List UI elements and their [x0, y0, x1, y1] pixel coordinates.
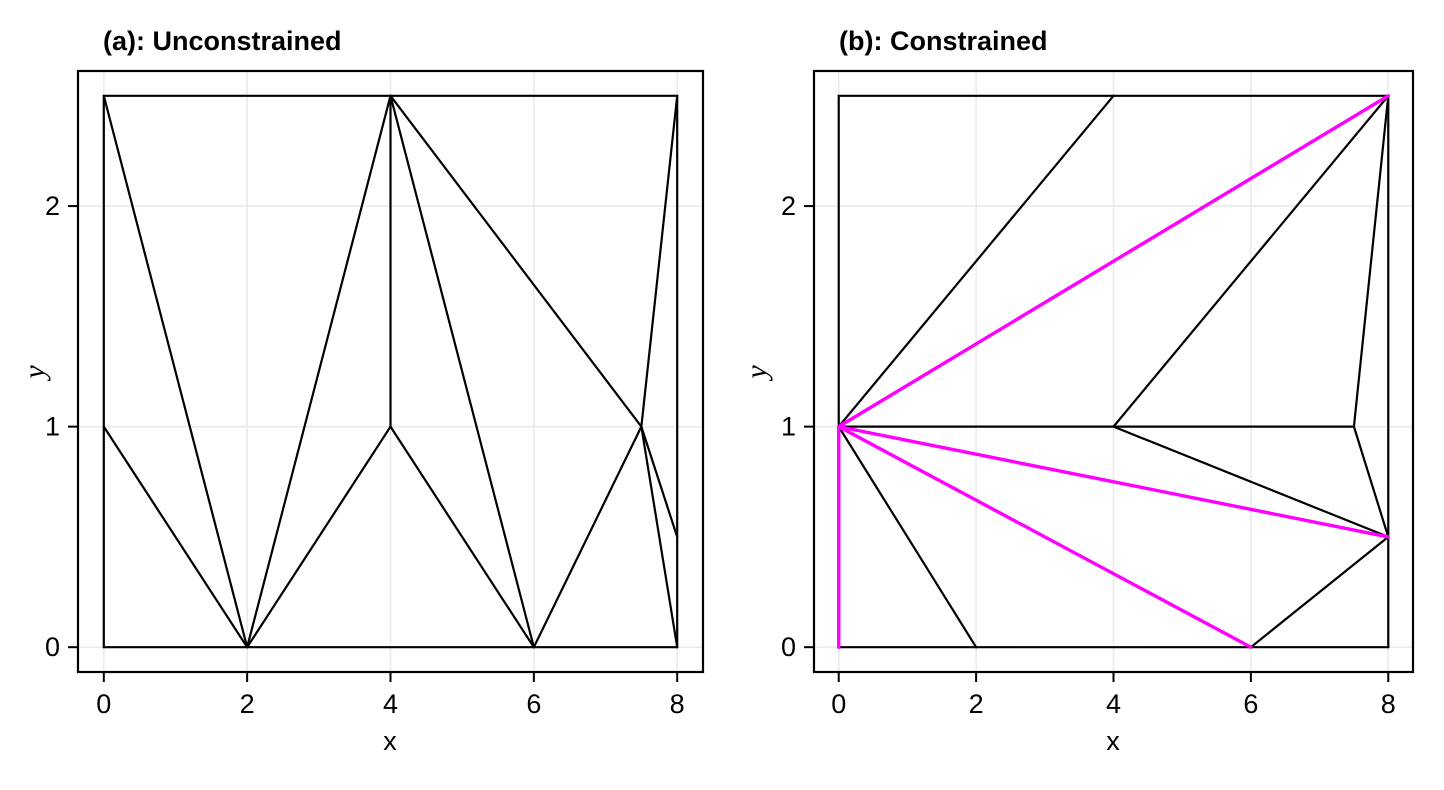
x-tick-label: 0 — [96, 689, 111, 719]
mesh-edge — [640, 425, 679, 539]
mesh-edge — [1112, 425, 1390, 539]
mesh-edge — [102, 425, 249, 649]
panel-a-x-axis-label: x — [383, 726, 397, 756]
mesh-edge — [389, 425, 535, 649]
mesh-edge — [1352, 425, 1390, 539]
mesh-edge — [1249, 535, 1390, 649]
panel-b-x-axis-label: x — [1106, 726, 1120, 756]
y-tick-label: 0 — [781, 632, 796, 662]
panel-a-title: (a): Unconstrained — [103, 26, 342, 56]
y-tick-label: 0 — [45, 632, 60, 662]
x-tick-label: 8 — [1381, 689, 1396, 719]
mesh-edge — [1352, 94, 1390, 428]
mesh-edge — [837, 425, 978, 649]
mesh-edge — [837, 94, 1115, 428]
y-tick-label: 2 — [45, 191, 60, 221]
constraint-edge — [837, 424, 1390, 539]
x-tick-label: 0 — [831, 689, 846, 719]
mesh-edge — [389, 94, 643, 428]
mesh-edge — [246, 94, 392, 649]
x-tick-label: 4 — [1106, 689, 1121, 719]
x-tick-label: 6 — [1243, 689, 1258, 719]
panel-a-y-axis-label: y — [18, 365, 51, 379]
x-tick-label: 2 — [969, 689, 984, 719]
x-tick-label: 8 — [670, 689, 685, 719]
mesh-edge — [532, 425, 643, 649]
constraint-edge — [837, 424, 1253, 649]
mesh-edge — [640, 425, 679, 649]
mesh-edge — [389, 94, 535, 649]
panel-b-y-axis-label: y — [740, 365, 773, 379]
x-tick-label: 6 — [526, 689, 541, 719]
panel-b-title: (b): Constrained — [839, 26, 1048, 56]
y-tick-label: 1 — [45, 412, 60, 442]
x-tick-label: 2 — [240, 689, 255, 719]
y-tick-label: 2 — [781, 191, 796, 221]
mesh-edge — [1112, 94, 1390, 428]
constraint-edge — [837, 94, 1390, 429]
mesh-edge — [640, 94, 679, 428]
mesh-edge — [102, 94, 249, 649]
x-tick-label: 4 — [383, 689, 398, 719]
y-tick-label: 1 — [781, 412, 796, 442]
mesh-edge — [246, 425, 392, 649]
